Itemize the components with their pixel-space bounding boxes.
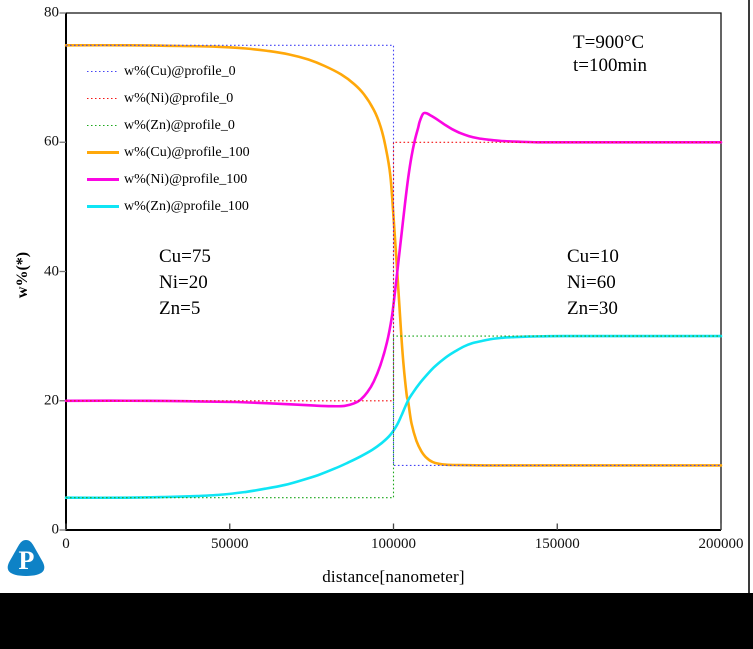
right-zn-value: Zn=30	[567, 298, 618, 319]
bottom-black-bar	[0, 593, 753, 649]
plot-frame-top-right	[66, 12, 722, 530]
series-step-w-ni-profile-0	[66, 141, 721, 402]
legend-item-w-cu-profile-100: w%(Cu)@profile_100	[87, 139, 250, 166]
legend-label: w%(Ni)@profile_100	[124, 171, 248, 187]
legend-label: w%(Ni)@profile_0	[124, 90, 234, 106]
left-cu-value: Cu=75	[159, 246, 211, 267]
x-tick-label: 100000	[371, 536, 416, 552]
y-tick-label: 20	[44, 392, 59, 409]
y-tick-label: 60	[44, 133, 59, 150]
annotation-right-composition: Cu=10 Ni=60 Zn=30	[567, 244, 619, 322]
x-tick-label: 50000	[211, 536, 249, 552]
legend-label: w%(Cu)@profile_100	[124, 144, 250, 160]
logo-triangle-shape	[7, 540, 45, 576]
left-zn-value: Zn=5	[159, 298, 201, 319]
x-tick-label: 150000	[534, 536, 580, 552]
x-axis-label: distance[nanometer]	[322, 567, 465, 586]
legend-item-w-cu-profile-0: w%(Cu)@profile_0	[87, 58, 250, 85]
legend-item-w-ni-profile-100: w%(Ni)@profile_100	[87, 166, 250, 193]
right-ni-value: Ni=60	[567, 272, 616, 293]
legend-item-w-ni-profile-0: w%(Ni)@profile_0	[87, 85, 250, 112]
legend-item-w-zn-profile-100: w%(Zn)@profile_100	[87, 193, 250, 220]
legend-item-w-zn-profile-0: w%(Zn)@profile_0	[87, 112, 250, 139]
legend-label: w%(Zn)@profile_100	[124, 198, 249, 214]
legend-line-sample	[87, 97, 119, 100]
legend-line-sample	[87, 151, 119, 154]
legend-line-sample	[87, 70, 119, 73]
y-tick-label: 0	[51, 521, 60, 538]
chart-legend: w%(Cu)@profile_0 w%(Ni)@profile_0 w%(Zn)@p…	[87, 58, 250, 220]
chart-canvas	[59, 12, 723, 531]
series-curve-w-ni-profile-100	[64, 111, 723, 408]
legend-line-sample	[87, 124, 119, 127]
y-tick-label: 40	[44, 263, 59, 279]
legend-label: w%(Zn)@profile_0	[124, 117, 235, 133]
annotation-conditions: T=900°C t=100min	[573, 31, 647, 77]
legend-line-sample	[87, 178, 119, 181]
legend-line-sample	[87, 205, 119, 208]
series-curve-w-zn-profile-100	[64, 334, 723, 500]
x-tick-label: 0	[62, 536, 70, 552]
window-right-border	[748, 0, 750, 593]
series-step-w-zn-profile-0	[66, 335, 721, 499]
x-tick-label: 200000	[698, 536, 744, 552]
y-tick-label: 80	[44, 4, 59, 21]
annotation-left-composition: Cu=75 Ni=20 Zn=5	[159, 244, 211, 322]
annotation-time: t=100min	[573, 55, 648, 76]
logo-letter: P	[19, 546, 35, 575]
annotation-temperature: T=900°C	[573, 32, 645, 53]
pandat-logo-icon: P	[7, 540, 45, 576]
y-axis-label: w%(*)	[14, 251, 31, 299]
left-ni-value: Ni=20	[159, 272, 208, 293]
right-cu-value: Cu=10	[567, 246, 619, 267]
legend-label: w%(Cu)@profile_0	[124, 63, 236, 79]
